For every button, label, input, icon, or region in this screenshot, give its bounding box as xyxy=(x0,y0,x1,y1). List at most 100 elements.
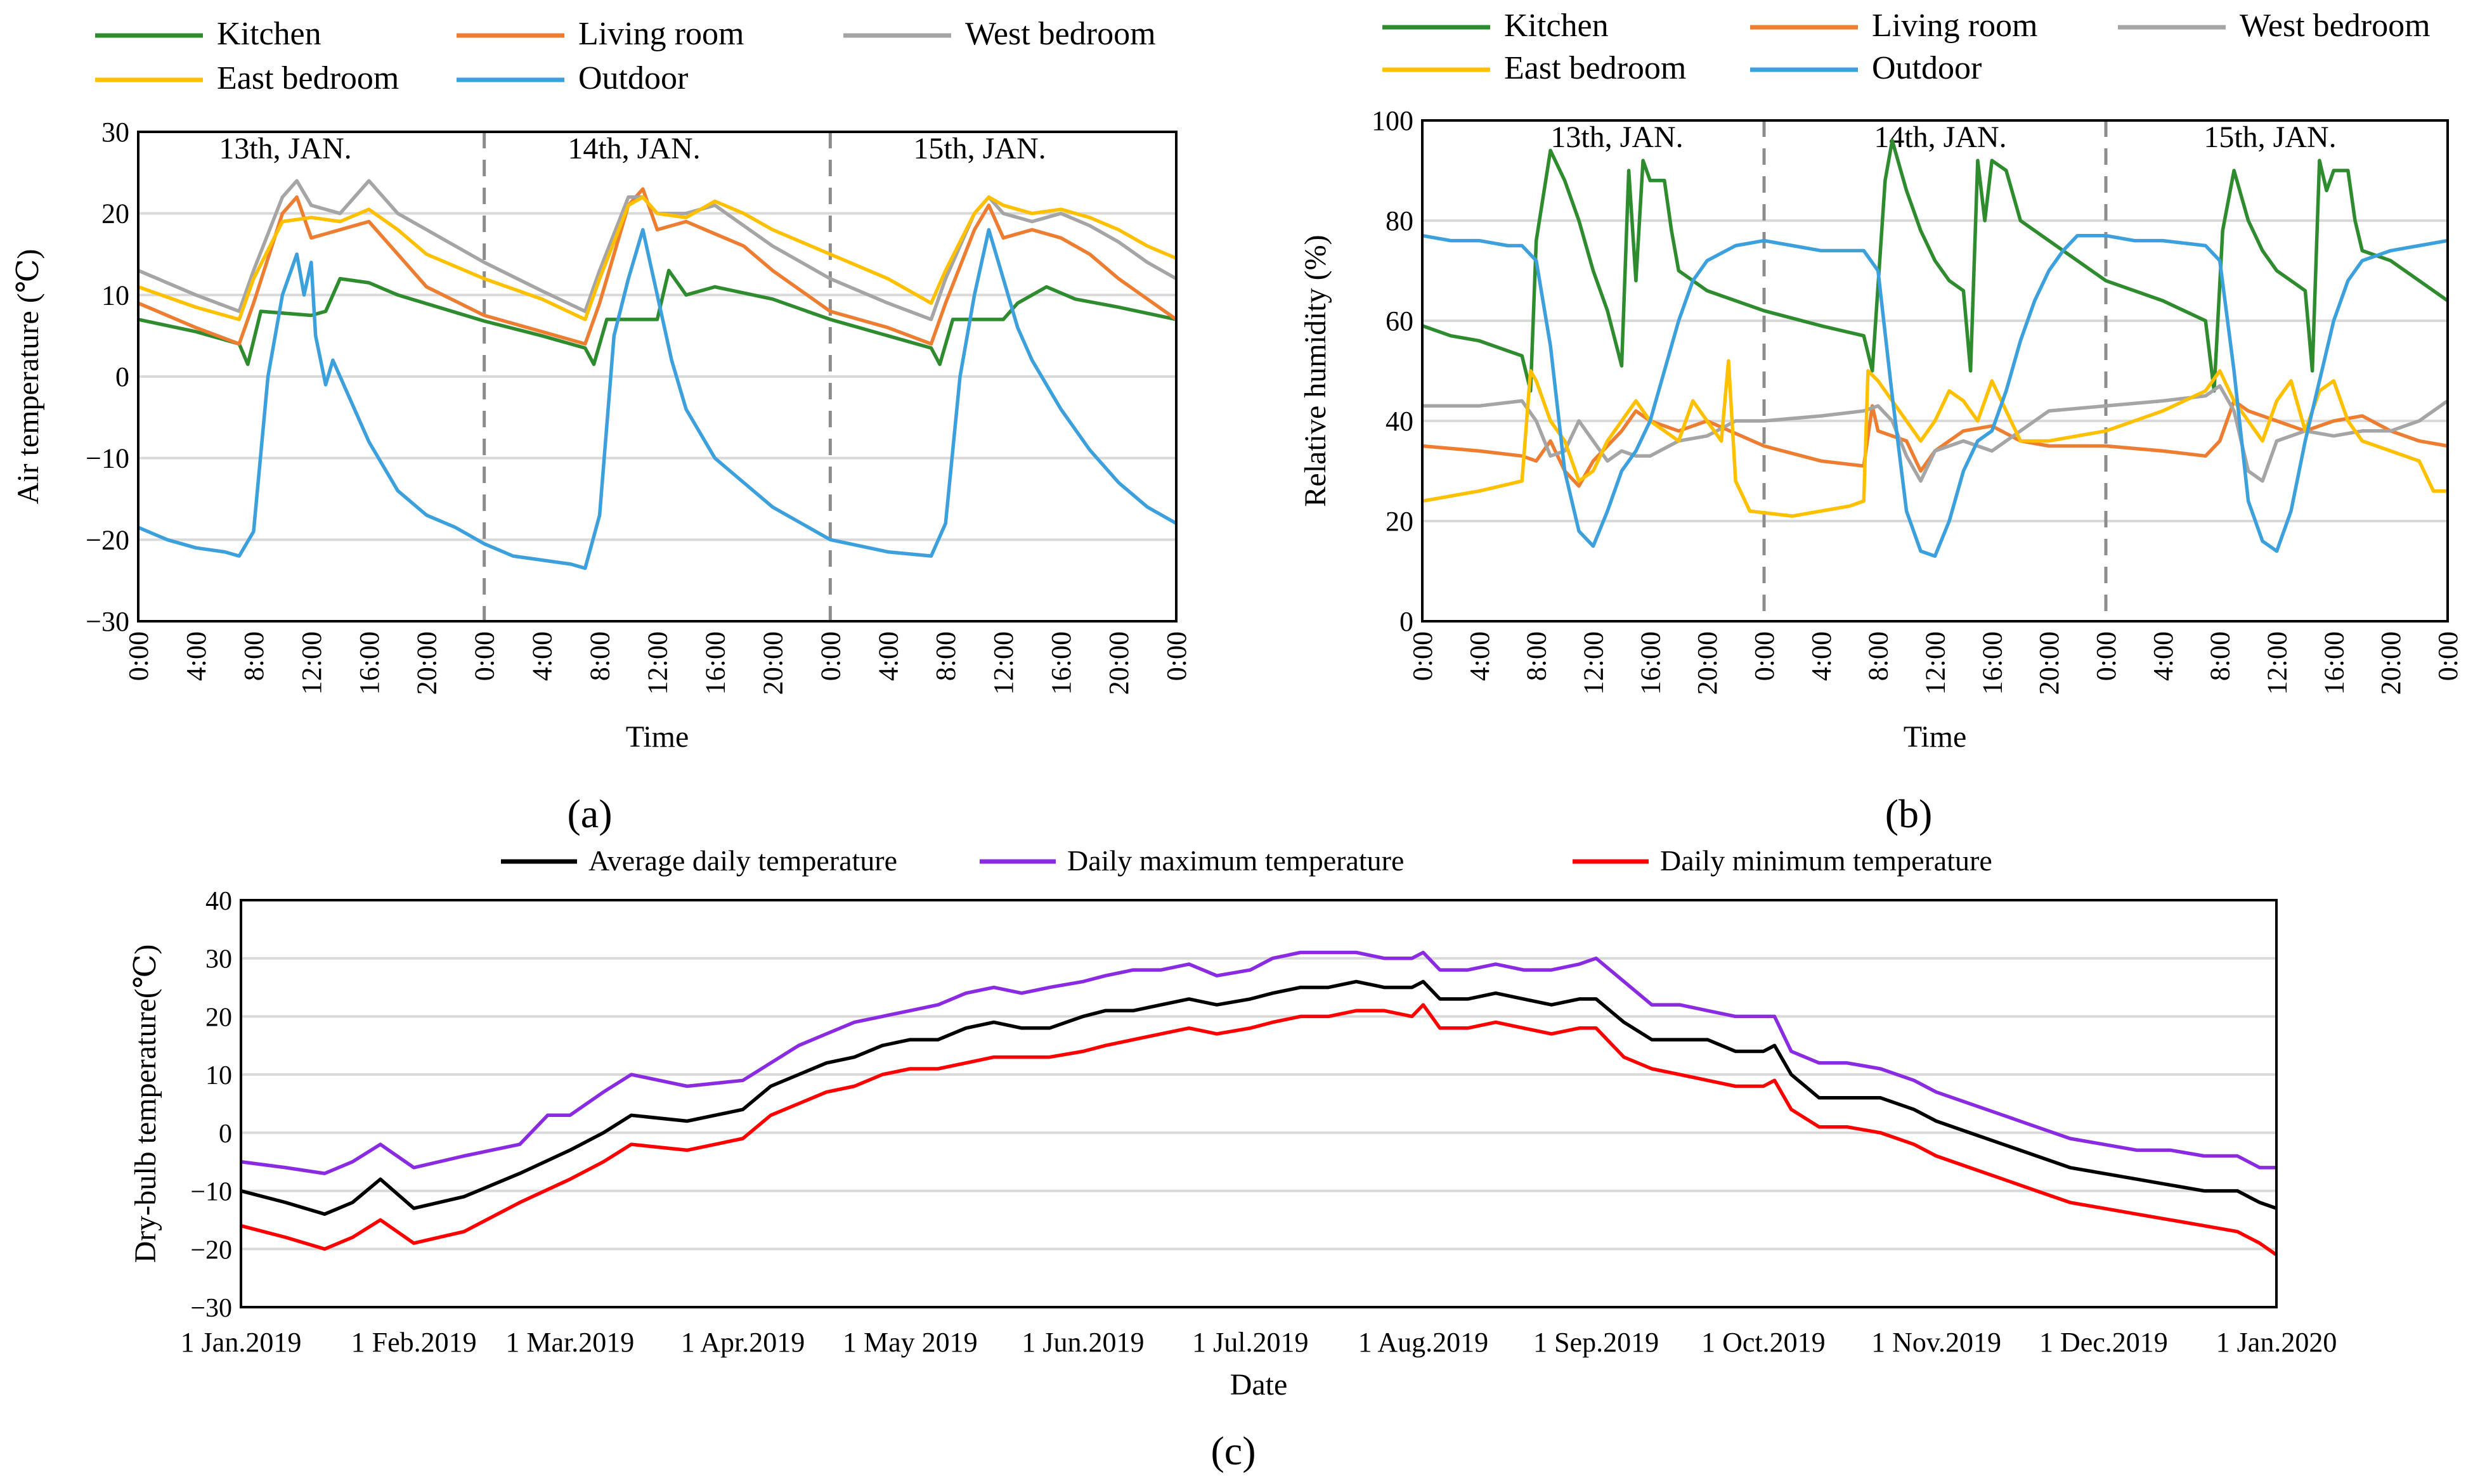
y-tick-label: 40 xyxy=(205,887,232,916)
plot-frame xyxy=(240,899,2278,1308)
y-tick-label: −20 xyxy=(190,1236,232,1265)
chart-panel-c: 40 30 20 10 0 −10 −20 −30 1 Jan.2019 1 Feb.2019 1 … xyxy=(129,844,2337,1473)
legend-label: Living room xyxy=(578,16,744,52)
series-line-daily-maximum-temperature xyxy=(240,950,2276,1175)
series-line-east-bedroom xyxy=(138,195,1178,321)
x-tick-label: 20:00 xyxy=(2034,631,2065,695)
x-tick-label: 0:00 xyxy=(1161,631,1192,681)
x-tick-label: 1 May 2019 xyxy=(843,1327,978,1358)
y-tick-label: −30 xyxy=(86,606,129,637)
x-tick-label: 1 Oct.2019 xyxy=(1701,1327,1826,1358)
panel-label: (b) xyxy=(1885,791,1933,836)
x-tick-label: 0:00 xyxy=(469,631,500,681)
legend-label: West bedroom xyxy=(965,16,1156,52)
x-tick-label: 4:00 xyxy=(1806,631,1837,681)
day-label: 15th, JAN. xyxy=(913,132,1046,165)
y-tick-label: 30 xyxy=(101,117,129,148)
x-tick-label: 8:00 xyxy=(238,631,269,681)
y-tick-label: 20 xyxy=(101,198,129,229)
x-tick-label: 1 Jun.2019 xyxy=(1022,1327,1144,1358)
y-tick-label: 10 xyxy=(205,1061,232,1090)
x-tick-label: 1 Dec.2019 xyxy=(2039,1327,2168,1358)
y-tick-label: 0 xyxy=(1399,606,1413,637)
legend-label: East bedroom xyxy=(217,60,399,96)
x-tick-label: 1 Sep.2019 xyxy=(1533,1327,1659,1358)
x-tick-label: 20:00 xyxy=(412,631,443,695)
x-tick-label: 1 Aug.2019 xyxy=(1358,1327,1488,1358)
series-line-outdoor xyxy=(137,228,1178,571)
x-axis-title: Time xyxy=(626,720,689,754)
x-tick-label: 20:00 xyxy=(1103,631,1134,695)
series-line-west-bedroom xyxy=(1422,384,2449,483)
y-tick-label: 20 xyxy=(205,1003,232,1032)
y-axis-title: Dry-bulb temperature(℃) xyxy=(129,945,162,1263)
series-line-kitchen xyxy=(138,268,1177,366)
day-label: 15th, JAN. xyxy=(2204,120,2336,154)
y-tick-label: 100 xyxy=(1372,105,1413,136)
x-tick-label: 1 Feb.2019 xyxy=(351,1327,477,1358)
x-axis-title: Time xyxy=(1904,720,1967,754)
y-tick-label: 80 xyxy=(1386,205,1413,236)
x-tick-label: 0:00 xyxy=(1407,631,1438,681)
x-tick-label: 4:00 xyxy=(873,631,904,681)
x-tick-label: 1 Jan.2020 xyxy=(2216,1327,2337,1358)
x-tick-label: 8:00 xyxy=(930,631,961,681)
x-tick-label: 16:00 xyxy=(1635,631,1666,695)
x-tick-label: 20:00 xyxy=(757,631,788,695)
x-tick-label: 0:00 xyxy=(123,631,154,681)
x-axis-title: Date xyxy=(1230,1368,1288,1402)
x-tick-label: 16:00 xyxy=(699,631,730,695)
y-tick-label: 0 xyxy=(115,361,129,392)
x-tick-label: 20:00 xyxy=(1692,631,1723,695)
y-tick-label: 40 xyxy=(1386,406,1413,437)
legend-label: East bedroom xyxy=(1504,50,1686,86)
legend-label: Daily maximum temperature xyxy=(1067,844,1404,877)
series-line-average-daily-temperature xyxy=(240,979,2277,1216)
y-tick-label: −10 xyxy=(86,443,129,474)
x-tick-label: 12:00 xyxy=(988,631,1019,695)
chart-panel-a: 30 20 10 0 −10 −20 −30 13th, JAN. 14th, JAN. 15th… xyxy=(11,16,1192,836)
x-tick-label: 16:00 xyxy=(1976,631,2008,695)
legend-label: Kitchen xyxy=(217,16,321,52)
y-tick-label: 10 xyxy=(101,280,129,311)
x-tick-label: 0:00 xyxy=(2432,631,2463,681)
y-tick-label: −10 xyxy=(190,1178,232,1207)
series-line-east-bedroom xyxy=(1422,359,2448,518)
y-tick-label: 20 xyxy=(1386,506,1413,537)
legend-label: West bedroom xyxy=(2240,8,2431,44)
x-tick-label: 1 Mar.2019 xyxy=(505,1327,634,1358)
y-tick-label: −30 xyxy=(190,1294,232,1323)
day-label: 14th, JAN. xyxy=(568,132,700,165)
series-line-daily-minimum-temperature xyxy=(240,1003,2278,1256)
x-tick-label: 0:00 xyxy=(815,631,846,681)
x-tick-label: 8:00 xyxy=(2205,631,2236,681)
plot-frame xyxy=(137,131,1178,623)
x-tick-label: 16:00 xyxy=(354,631,385,695)
x-tick-label: 4:00 xyxy=(527,631,558,681)
x-tick-label: 8:00 xyxy=(1521,631,1552,681)
legend-label: Average daily temperature xyxy=(588,844,897,877)
x-tick-label: 4:00 xyxy=(1464,631,1495,681)
x-tick-label: 4:00 xyxy=(2148,631,2179,681)
series-line-outdoor xyxy=(1422,233,2448,558)
legend-label: Daily minimum temperature xyxy=(1660,844,1992,877)
x-tick-label: 4:00 xyxy=(181,631,212,681)
x-tick-label: 1 Jul.2019 xyxy=(1192,1327,1308,1358)
x-tick-label: 8:00 xyxy=(585,631,616,681)
x-tick-label: 12:00 xyxy=(1578,631,1609,695)
y-tick-label: −20 xyxy=(86,524,129,555)
y-axis-title: Air temperature (℃) xyxy=(11,249,45,505)
day-label: 13th, JAN. xyxy=(219,132,351,165)
y-tick-label: 30 xyxy=(205,945,232,974)
panel-label: (a) xyxy=(567,791,612,836)
x-tick-label: 0:00 xyxy=(1749,631,1780,681)
x-tick-label: 1 Jan.2019 xyxy=(181,1327,302,1358)
x-tick-label: 12:00 xyxy=(2262,631,2293,695)
y-tick-label: 60 xyxy=(1386,306,1413,337)
y-axis-title: Relative humidity (%) xyxy=(1299,235,1332,506)
panel-label: (c) xyxy=(1211,1428,1256,1473)
x-tick-label: 1 Nov.2019 xyxy=(1871,1327,2001,1358)
x-tick-label: 12:00 xyxy=(296,631,327,695)
